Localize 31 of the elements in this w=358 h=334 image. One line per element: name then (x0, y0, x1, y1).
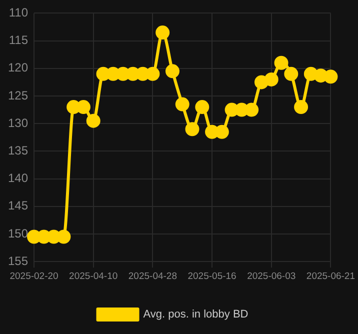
x-tick-label: 2025-06-03 (247, 270, 296, 282)
point (294, 100, 308, 114)
x-tick-label: 2025-04-10 (69, 270, 118, 282)
point (264, 72, 278, 86)
point (195, 100, 210, 114)
x-tick-label: 2025-02-20 (10, 270, 58, 282)
y-tick-label: 130 (8, 116, 28, 130)
point (156, 26, 170, 40)
point (274, 56, 288, 70)
y-tick-label: 125 (8, 88, 28, 102)
point (324, 70, 338, 84)
point (175, 97, 190, 112)
point (86, 114, 100, 128)
x-tick-label: 2025-04-28 (128, 270, 177, 282)
y-tick-label: 140 (8, 171, 28, 186)
point (165, 64, 180, 78)
legend-label: Avg. pos. in lobby BD (143, 308, 248, 321)
point (56, 230, 71, 244)
point (284, 66, 298, 81)
y-tick-label: 135 (8, 144, 28, 158)
x-tick-label: 2025-05-16 (188, 270, 236, 282)
y-tick-label: 145 (8, 198, 28, 213)
y-tick-label: 120 (8, 60, 28, 75)
point (244, 102, 259, 117)
point (146, 66, 160, 81)
y-tick-label: 150 (8, 226, 28, 240)
point (185, 122, 200, 136)
y-tick-label: 155 (8, 254, 28, 268)
y-tick-label: 115 (8, 33, 28, 48)
y-tick-label: 110 (8, 6, 28, 20)
x-tick-label: 2025-06-21 (306, 270, 356, 282)
